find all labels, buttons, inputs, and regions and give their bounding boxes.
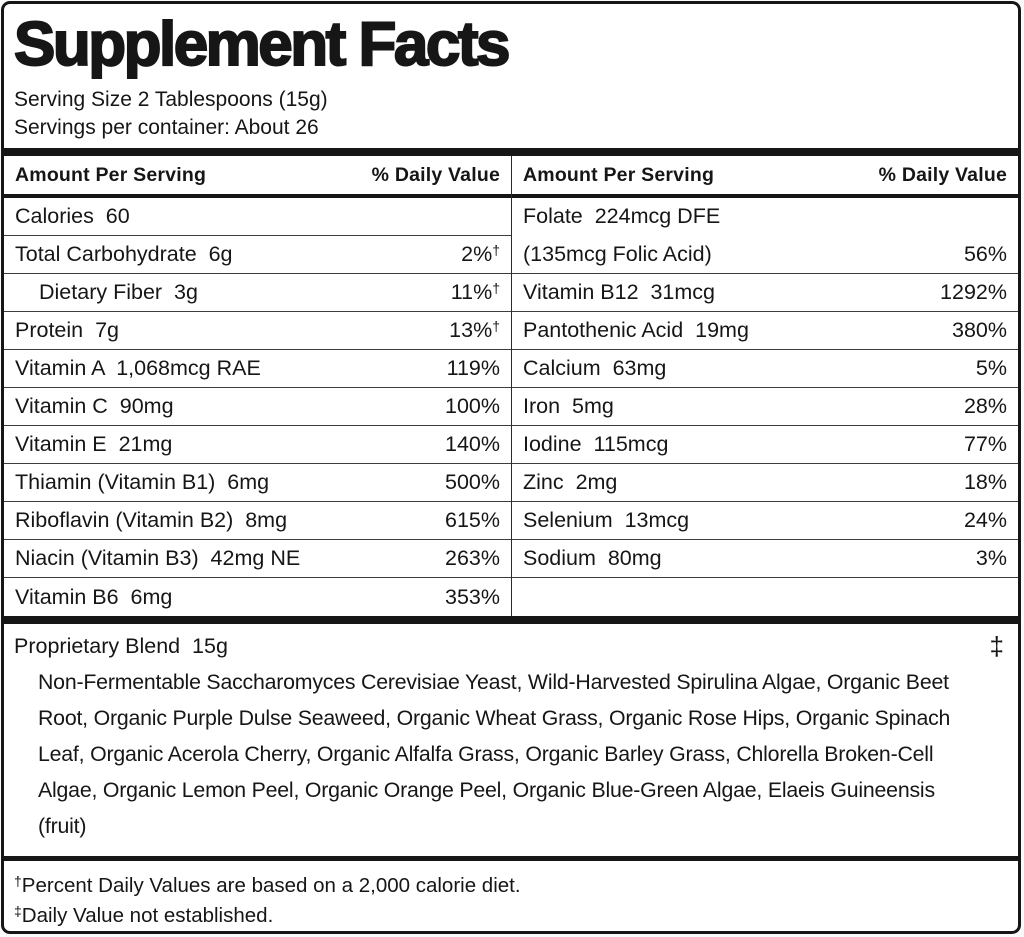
daily-value: 18% [963,470,1007,494]
table-row: Niacin (Vitamin B3) 42mg NE 263% [4,540,511,578]
table-row: Selenium 13mcg 24% [512,502,1018,540]
nutrient-name: Folate 224mcg DFE [523,204,721,229]
nutrient-name: Iodine 115mcg [523,432,669,456]
nutrient-name: Riboflavin (Vitamin B2) 8mg [15,508,288,532]
table-row: Pantothenic Acid 19mg 380% [512,312,1018,350]
daily-value-header: % Daily Value [371,163,500,186]
daily-value: 615% [445,508,500,532]
table-row: Calcium 63mg 5% [512,350,1018,388]
table-row: Iodine 115mcg 77% [512,426,1018,464]
proprietary-blend-title: Proprietary Blend 15g [14,634,228,658]
daily-value: 11%† [450,280,500,304]
footnote-text: Daily Value not established. [21,904,274,927]
nutrient-name: Vitamin E 21mg [15,432,173,456]
table-row: Total Carbohydrate 6g 2%† [4,236,511,274]
thin-divider-footnotes [4,856,1018,861]
servings-per-container: Servings per container: About 26 [14,116,319,139]
double-dagger-mark: ‡ [989,631,1004,661]
nutrient-table-right-column: Amount Per Serving % Daily Value Folate … [511,156,1018,616]
table-row: Dietary Fiber 3g 11%† [4,274,511,312]
nutrient-name: Vitamin B12 31mcg [523,280,716,304]
table-row: Vitamin B6 6mg 353% [4,578,511,616]
daily-value: 2%† [461,242,500,266]
footnote-text: Percent Daily Values are based on a 2,00… [21,874,521,897]
table-row: Vitamin A 1,068mcg RAE 119% [4,350,511,388]
daily-value: 263% [445,546,500,570]
nutrient-name: Sodium 80mg [523,546,662,570]
table-row: Vitamin E 21mg 140% [4,426,511,464]
table-row [512,578,1018,616]
proprietary-blend-ingredients: Non-Fermentable Saccharomyces Cerevisiae… [38,670,951,838]
serving-size: Serving Size 2 Tablespoons (15g) [14,88,328,111]
daily-value: 77% [963,432,1007,456]
daily-value: 56% [963,241,1007,266]
proprietary-blend-section: Proprietary Blend 15g ‡ Non-Fermentable … [4,624,1018,856]
nutrient-table-left-column: Amount Per Serving % Daily Value Calorie… [4,156,511,616]
table-row: Calories 60 [4,198,511,236]
thick-divider-top [4,148,1018,156]
daily-value: 380% [952,318,1007,342]
footnote-daily-values: †Percent Daily Values are based on a 2,0… [14,871,1008,901]
nutrient-name: Total Carbohydrate 6g [15,242,233,266]
daily-value: 140% [445,432,500,456]
thick-divider-middle [4,616,1018,624]
nutrient-name: Pantothenic Acid 19mg [523,318,749,342]
nutrient-name: Vitamin A 1,068mcg RAE [15,356,261,380]
nutrient-name-continued: (135mcg Folic Acid) [523,241,712,266]
nutrient-name: Calories 60 [15,204,130,228]
dagger-mark: † [14,873,22,889]
nutrient-table: Amount Per Serving % Daily Value Calorie… [4,156,1018,616]
daily-value: 1292% [940,280,1007,304]
amount-per-serving-header: Amount Per Serving [15,163,207,186]
daily-value: 100% [445,394,500,418]
nutrient-name: Zinc 2mg [523,470,618,494]
dagger-mark: † [492,318,500,334]
table-row: Iron 5mg 28% [512,388,1018,426]
table-row: Sodium 80mg 3% [512,540,1018,578]
nutrient-name: Dietary Fiber 3g [39,280,198,304]
nutrient-name: Niacin (Vitamin B3) 42mg NE [15,546,301,570]
dagger-mark: † [492,242,500,258]
table-row: Vitamin B12 31mcg 1292% [512,274,1018,312]
nutrient-name: Vitamin B6 6mg [15,584,173,609]
right-column-header: Amount Per Serving % Daily Value [512,156,1018,198]
nutrient-name: Protein 7g [15,318,119,342]
daily-value: 500% [445,470,500,494]
daily-value: 24% [963,508,1007,532]
daily-value: 5% [975,356,1007,380]
table-row: Vitamin C 90mg 100% [4,388,511,426]
table-row: Protein 7g 13%† [4,312,511,350]
dagger-mark: † [492,280,500,296]
daily-value: 3% [975,546,1007,570]
footnotes: †Percent Daily Values are based on a 2,0… [4,861,1018,931]
amount-per-serving-header: Amount Per Serving [523,163,715,186]
daily-value: 353% [445,584,500,609]
nutrient-name: Calcium 63mg [523,356,667,380]
daily-value: 28% [963,394,1007,418]
nutrient-name: Selenium 13mcg [523,508,690,532]
daily-value: 13%† [449,318,500,342]
supplement-facts-title: Supplement Facts [13,9,512,80]
table-row: Folate 224mcg DFE (135mcg Folic Acid) 56% [512,198,1018,274]
footnote-not-established: ‡Daily Value not established. [14,901,1008,931]
label-header: Supplement Facts Serving Size 2 Tablespo… [4,4,1018,142]
daily-value-header: % Daily Value [878,163,1007,186]
table-row: Zinc 2mg 18% [512,464,1018,502]
table-row: Thiamin (Vitamin B1) 6mg 500% [4,464,511,502]
nutrient-name: Thiamin (Vitamin B1) 6mg [15,470,270,494]
proprietary-blend-header: Proprietary Blend 15g ‡ [14,631,1004,661]
daily-value: 119% [446,356,500,380]
left-column-header: Amount Per Serving % Daily Value [4,156,511,198]
nutrient-name: Iron 5mg [523,394,614,418]
table-row: Riboflavin (Vitamin B2) 8mg 615% [4,502,511,540]
nutrient-name: Vitamin C 90mg [15,394,174,418]
double-dagger-mark: ‡ [14,903,22,919]
